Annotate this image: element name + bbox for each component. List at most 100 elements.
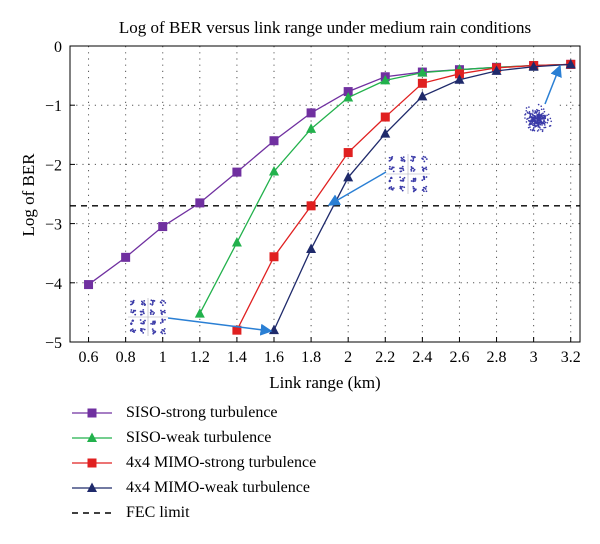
inset-dot bbox=[533, 116, 535, 118]
inset-dot bbox=[143, 302, 146, 305]
plot-frame bbox=[69, 45, 581, 343]
inset-dot bbox=[150, 322, 153, 325]
inset-dot bbox=[543, 118, 546, 120]
inset-dot bbox=[540, 128, 542, 131]
inset-dot bbox=[144, 319, 146, 322]
inset-dot bbox=[142, 308, 145, 311]
inset-dot bbox=[154, 331, 156, 334]
legend-item: SISO-strong turbulence bbox=[70, 400, 316, 425]
inset-dot bbox=[153, 322, 156, 325]
inset-dot bbox=[539, 119, 542, 122]
inset-dot bbox=[535, 112, 538, 114]
inset-dot bbox=[537, 109, 539, 112]
pointer-arrow bbox=[167, 317, 273, 336]
inset-dot bbox=[423, 160, 426, 163]
data-point bbox=[231, 237, 242, 247]
data-point bbox=[528, 61, 539, 71]
inset-dot bbox=[536, 120, 539, 122]
inset-dot bbox=[538, 114, 541, 117]
inset-dot bbox=[400, 159, 403, 162]
inset-dot bbox=[536, 108, 538, 111]
inset-dot bbox=[524, 117, 526, 119]
inset-dot bbox=[535, 122, 538, 125]
inset-dot bbox=[531, 119, 534, 122]
inset-dot bbox=[529, 114, 532, 117]
inset-dot bbox=[164, 311, 166, 314]
inset-dot bbox=[151, 323, 154, 325]
data-point bbox=[306, 243, 317, 254]
inset-dot bbox=[421, 166, 424, 169]
data-point bbox=[306, 108, 316, 118]
inset-dot bbox=[392, 170, 395, 173]
inset-dot bbox=[425, 185, 428, 188]
data-point bbox=[343, 148, 353, 158]
inset-dot bbox=[402, 169, 405, 172]
inset-dot bbox=[390, 176, 393, 179]
data-point bbox=[84, 280, 94, 290]
x-tick-label: 1.4 bbox=[227, 349, 247, 366]
inset-dot bbox=[392, 187, 395, 190]
inset-dot bbox=[540, 115, 542, 117]
x-tick-label: 0.8 bbox=[116, 349, 136, 366]
inset-dot bbox=[528, 106, 530, 108]
inset-dot bbox=[424, 156, 427, 159]
inset-dot bbox=[536, 113, 539, 116]
data-point bbox=[491, 65, 502, 75]
data-point bbox=[269, 166, 279, 176]
inset-dot bbox=[130, 309, 133, 311]
inset-dot bbox=[388, 165, 391, 168]
y-axis-label: Log of BER bbox=[19, 153, 38, 237]
inset-dot bbox=[543, 126, 546, 129]
inset-dot bbox=[547, 113, 550, 116]
inset-dot bbox=[412, 157, 415, 160]
inset-dot bbox=[544, 115, 546, 117]
inset-dot bbox=[151, 328, 154, 331]
inset-dot bbox=[152, 321, 154, 324]
data-point bbox=[454, 74, 465, 84]
inset-dot bbox=[402, 179, 405, 182]
inset-dot bbox=[164, 301, 167, 304]
data-point bbox=[380, 74, 391, 85]
inset-dot bbox=[422, 167, 425, 170]
inset-dot bbox=[412, 170, 415, 172]
inset-dot bbox=[422, 155, 425, 158]
inset-dot bbox=[412, 180, 415, 183]
inset-dot bbox=[164, 332, 166, 335]
inset-dot bbox=[421, 179, 424, 182]
inset-dot bbox=[402, 156, 405, 159]
inset-dot bbox=[412, 179, 415, 181]
inset-dot bbox=[525, 121, 528, 123]
legend-item: SISO-weak turbulence bbox=[70, 425, 316, 450]
inset-dot bbox=[399, 185, 402, 188]
inset-dot bbox=[131, 328, 134, 331]
inset-dot bbox=[410, 180, 413, 182]
inset-dot bbox=[412, 167, 415, 170]
inset-dot bbox=[400, 187, 403, 189]
inset-dot bbox=[528, 112, 531, 115]
inset-dot bbox=[388, 167, 391, 170]
inset-dot bbox=[525, 109, 528, 112]
inset-dot bbox=[140, 329, 143, 332]
axis-ticks: 0.6 0.8 1 1.2 1.4 1.6 1.8 2 2.2 2.4 2.6 2.8 3 3.2 0 −1 −… bbox=[45, 39, 581, 366]
inset-dot bbox=[400, 179, 403, 182]
inset-dot bbox=[131, 311, 134, 314]
inset-dot bbox=[540, 108, 543, 111]
grid bbox=[70, 45, 580, 343]
x-tick-label: 3 bbox=[530, 349, 538, 366]
inset-dot bbox=[131, 303, 133, 306]
inset-dot bbox=[401, 185, 404, 188]
x-tick-label: 2.6 bbox=[449, 349, 469, 366]
inset-dot bbox=[132, 310, 135, 313]
legend-swatch bbox=[72, 408, 112, 417]
inset-dot bbox=[161, 332, 164, 335]
inset-dot bbox=[161, 321, 164, 323]
inset-dot bbox=[154, 320, 156, 323]
chart-title: Log of BER versus link range under mediu… bbox=[119, 18, 531, 37]
x-tick-label: 1.8 bbox=[301, 349, 321, 366]
inset-dot bbox=[421, 157, 424, 160]
inset-dot bbox=[533, 119, 536, 121]
inset-dot bbox=[149, 311, 152, 314]
inset-dot bbox=[142, 322, 145, 325]
legend-label: FEC limit bbox=[126, 503, 190, 521]
inset-dot bbox=[539, 123, 542, 126]
